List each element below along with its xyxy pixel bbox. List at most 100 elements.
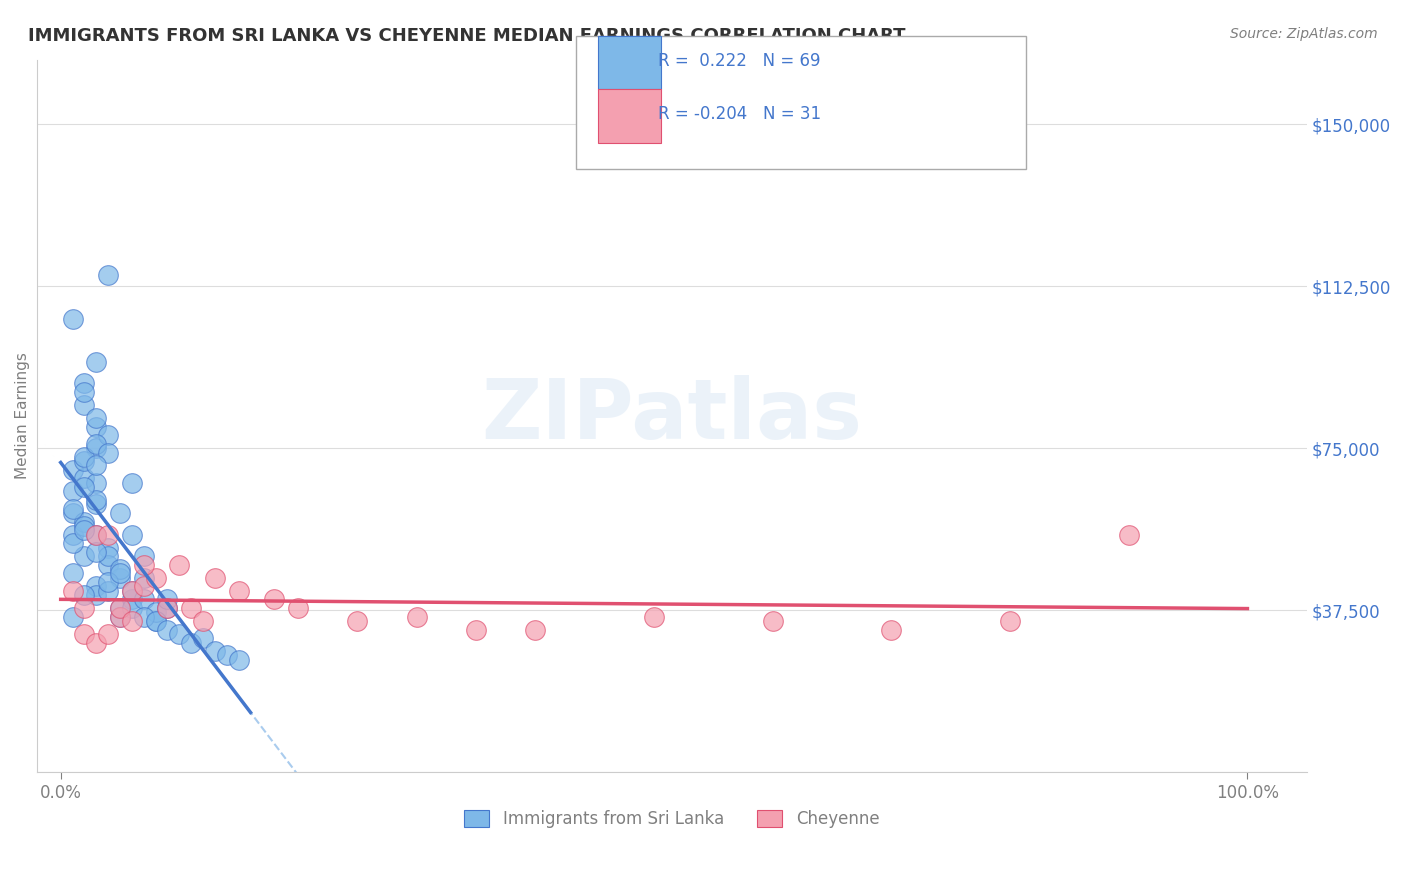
- Point: [121, 614, 143, 628]
- Point: [169, 627, 191, 641]
- Point: [73, 588, 96, 602]
- Point: [998, 614, 1021, 628]
- Point: [84, 588, 107, 602]
- Point: [62, 501, 84, 516]
- Point: [73, 601, 96, 615]
- Point: [62, 506, 84, 520]
- Point: [97, 541, 120, 555]
- Point: [108, 601, 131, 615]
- Point: [108, 609, 131, 624]
- Point: [84, 635, 107, 649]
- Point: [84, 527, 107, 541]
- Point: [97, 627, 120, 641]
- Point: [643, 609, 665, 624]
- Point: [73, 515, 96, 529]
- Point: [228, 653, 250, 667]
- Point: [62, 536, 84, 550]
- Point: [880, 623, 903, 637]
- Point: [191, 614, 214, 628]
- Point: [228, 583, 250, 598]
- Point: [156, 623, 179, 637]
- Point: [84, 355, 107, 369]
- Point: [73, 480, 96, 494]
- Point: [62, 311, 84, 326]
- Point: [73, 398, 96, 412]
- Point: [121, 475, 143, 490]
- Point: [97, 445, 120, 459]
- Point: [84, 419, 107, 434]
- Point: [97, 558, 120, 572]
- Point: [97, 549, 120, 563]
- Point: [97, 428, 120, 442]
- Point: [84, 527, 107, 541]
- Point: [73, 519, 96, 533]
- Point: [84, 437, 107, 451]
- Text: ZIPatlas: ZIPatlas: [481, 376, 862, 457]
- Text: Source: ZipAtlas.com: Source: ZipAtlas.com: [1230, 27, 1378, 41]
- Point: [84, 497, 107, 511]
- Point: [180, 601, 202, 615]
- Point: [346, 614, 368, 628]
- Point: [204, 571, 226, 585]
- Point: [73, 376, 96, 391]
- Point: [121, 592, 143, 607]
- Point: [97, 583, 120, 598]
- Point: [263, 592, 285, 607]
- Point: [169, 558, 191, 572]
- Point: [73, 627, 96, 641]
- Point: [108, 566, 131, 581]
- Point: [62, 566, 84, 581]
- Point: [132, 579, 155, 593]
- Point: [62, 484, 84, 499]
- Point: [145, 614, 167, 628]
- Point: [62, 609, 84, 624]
- Point: [132, 571, 155, 585]
- Point: [73, 549, 96, 563]
- Point: [73, 471, 96, 485]
- Point: [762, 614, 785, 628]
- Point: [84, 475, 107, 490]
- Point: [132, 609, 155, 624]
- Point: [215, 648, 238, 663]
- Point: [84, 458, 107, 473]
- Point: [108, 506, 131, 520]
- Point: [156, 592, 179, 607]
- Point: [156, 601, 179, 615]
- Point: [84, 441, 107, 455]
- Point: [97, 575, 120, 590]
- Point: [180, 635, 202, 649]
- Point: [73, 523, 96, 537]
- Point: [73, 385, 96, 400]
- Point: [108, 562, 131, 576]
- Legend: Immigrants from Sri Lanka, Cheyenne: Immigrants from Sri Lanka, Cheyenne: [458, 804, 886, 835]
- Point: [97, 268, 120, 283]
- Point: [145, 571, 167, 585]
- Point: [62, 527, 84, 541]
- Point: [73, 450, 96, 464]
- Point: [97, 527, 120, 541]
- Y-axis label: Median Earnings: Median Earnings: [15, 352, 30, 479]
- Point: [1118, 527, 1140, 541]
- Point: [84, 493, 107, 508]
- Point: [108, 601, 131, 615]
- Point: [121, 583, 143, 598]
- Point: [287, 601, 309, 615]
- Point: [132, 558, 155, 572]
- Point: [121, 583, 143, 598]
- Text: R =  0.222   N = 69: R = 0.222 N = 69: [658, 52, 821, 70]
- Point: [145, 605, 167, 619]
- Point: [132, 592, 155, 607]
- Point: [108, 609, 131, 624]
- Point: [405, 609, 427, 624]
- Point: [121, 527, 143, 541]
- Point: [84, 411, 107, 425]
- Point: [62, 583, 84, 598]
- Text: IMMIGRANTS FROM SRI LANKA VS CHEYENNE MEDIAN EARNINGS CORRELATION CHART: IMMIGRANTS FROM SRI LANKA VS CHEYENNE ME…: [28, 27, 905, 45]
- Point: [524, 623, 547, 637]
- Point: [108, 571, 131, 585]
- Text: R = -0.204   N = 31: R = -0.204 N = 31: [658, 105, 821, 123]
- Point: [191, 631, 214, 645]
- Point: [204, 644, 226, 658]
- Point: [84, 579, 107, 593]
- Point: [156, 601, 179, 615]
